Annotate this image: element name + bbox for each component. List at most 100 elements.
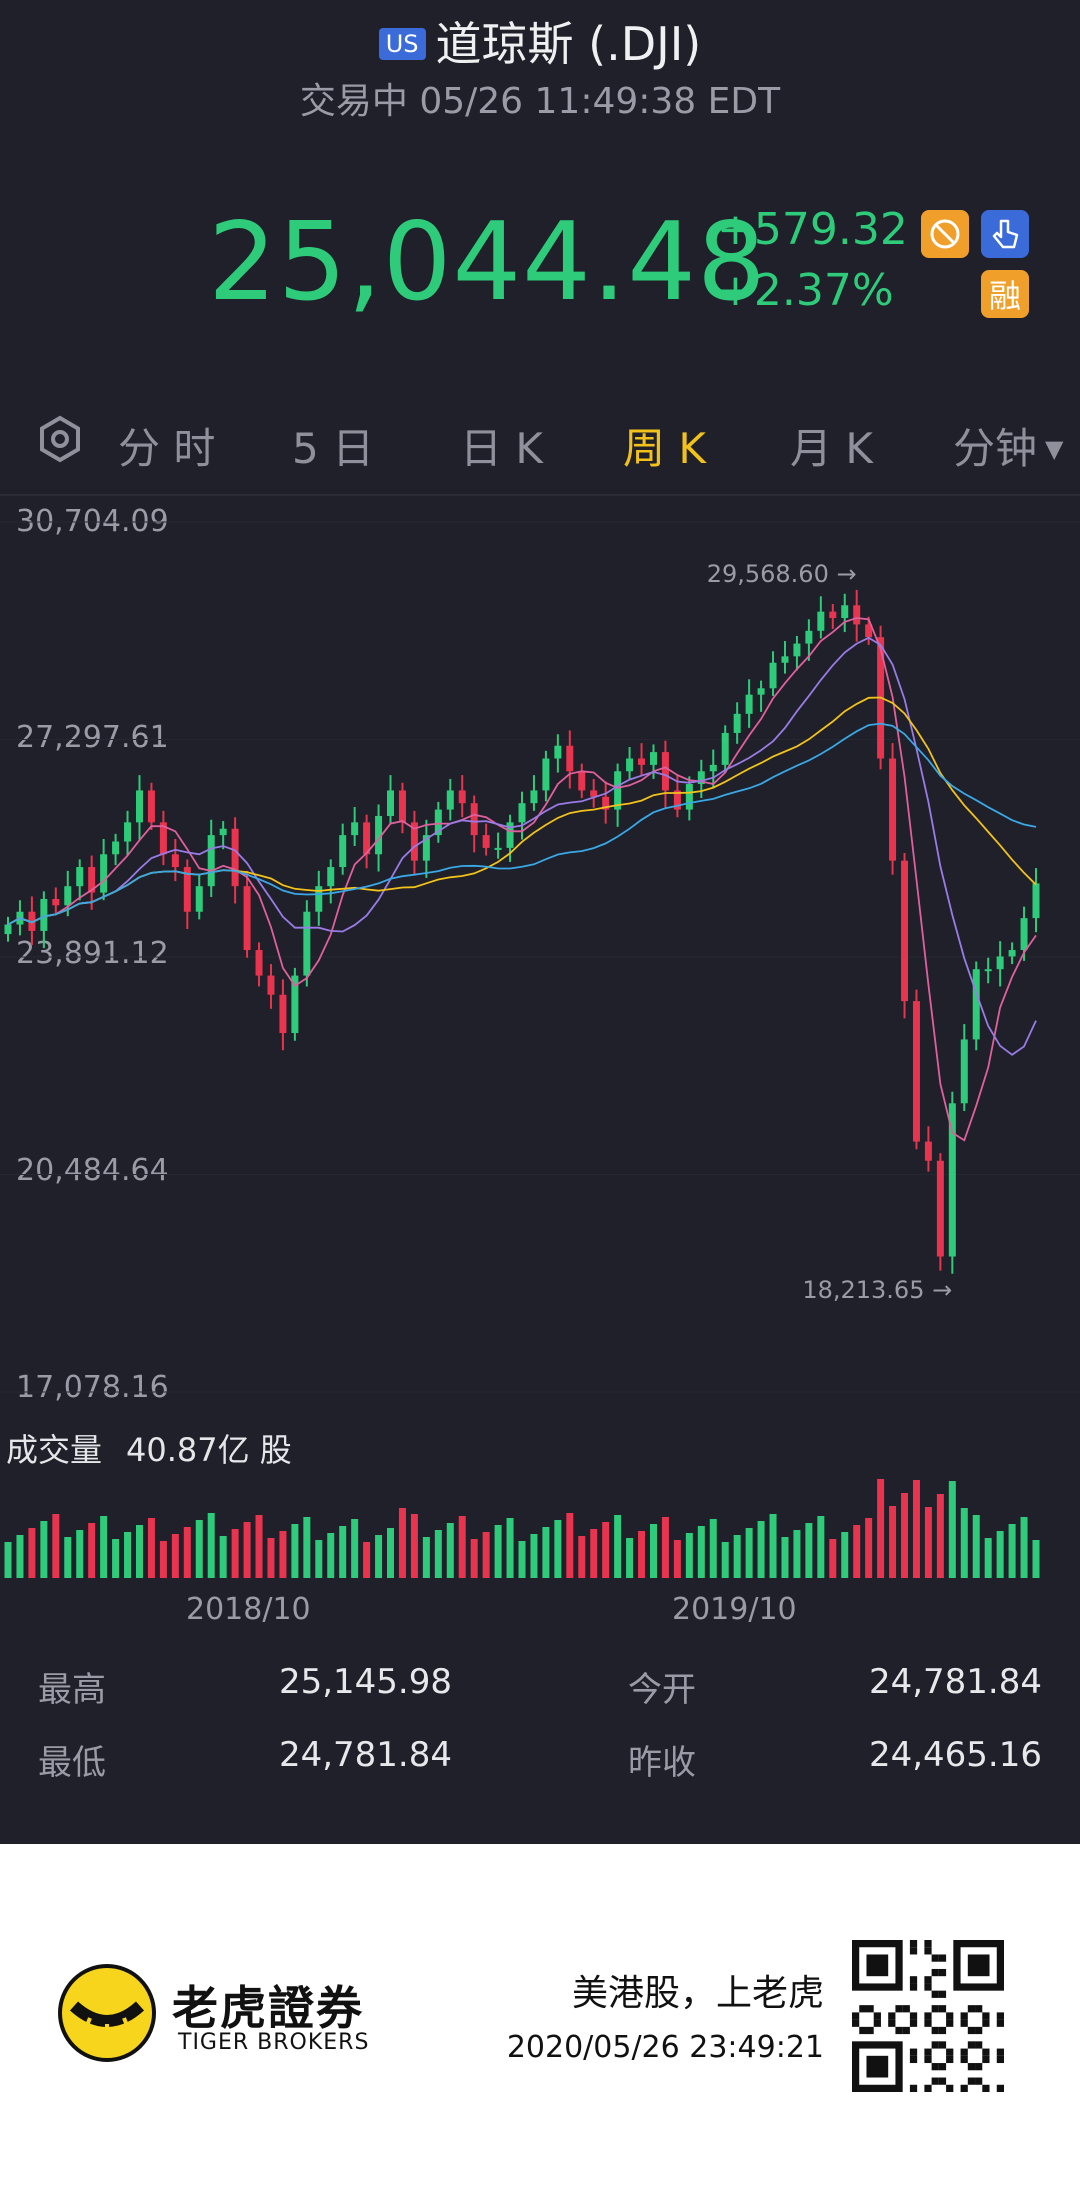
candle-body xyxy=(446,790,454,810)
tab-monthly-k[interactable]: 月 K xyxy=(790,424,873,473)
volume-bar xyxy=(853,1525,861,1578)
high-label: 最高 xyxy=(38,1670,106,1710)
candle-body xyxy=(936,1160,944,1257)
candle-body xyxy=(984,969,992,972)
tab-daily-k[interactable]: 日 K xyxy=(460,424,543,473)
volume-bar xyxy=(183,1527,191,1578)
volume-bar xyxy=(446,1523,454,1578)
tab-minute[interactable]: 分钟 ▼ xyxy=(953,415,1063,476)
prev-close-label: 昨收 xyxy=(628,1743,696,1783)
volume-bar xyxy=(88,1523,96,1578)
candle-body xyxy=(398,790,406,823)
last-price: 25,044.48 xyxy=(208,200,767,325)
volume-bar xyxy=(984,1538,992,1578)
share-footer: 老虎證券 TIGER BROKERS 美港股，上老虎 2020/05/26 23… xyxy=(0,1844,1080,2188)
candle-body xyxy=(626,758,634,772)
volume-bar xyxy=(422,1537,430,1578)
candle-body xyxy=(4,924,12,935)
tiger-logo-icon xyxy=(58,1964,156,2062)
x-tick: 2019/10 xyxy=(672,1592,797,1627)
prev-close-value: 24,465.16 xyxy=(868,1735,1042,1775)
candle-body xyxy=(960,1039,968,1104)
candle-body xyxy=(351,822,359,836)
stock-title: US 道琼斯 (.DJI) xyxy=(0,8,1080,74)
candle-body xyxy=(769,662,777,689)
volume-bar xyxy=(434,1530,442,1578)
volume-bar xyxy=(530,1534,538,1578)
volume-bar xyxy=(16,1535,24,1578)
candle-body xyxy=(255,950,263,976)
candle-body xyxy=(135,790,143,823)
volume-bar xyxy=(996,1531,1004,1578)
volume-bar xyxy=(410,1514,418,1578)
volume-title: 成交量 xyxy=(6,1431,103,1469)
candle-body xyxy=(243,886,251,951)
candle-body xyxy=(865,624,873,638)
volume-bar xyxy=(709,1519,717,1578)
volume-bar xyxy=(901,1493,909,1578)
no-short-icon[interactable] xyxy=(921,210,969,258)
candle-body xyxy=(147,790,155,823)
volume-bar xyxy=(757,1521,765,1578)
candle-body xyxy=(649,752,657,765)
candle-body xyxy=(291,975,299,1034)
candle-body xyxy=(733,713,741,733)
tab-intraday[interactable]: 分 时 xyxy=(118,424,216,473)
volume-bar xyxy=(327,1533,335,1578)
candle-body xyxy=(901,860,909,1002)
volume-bar xyxy=(255,1515,263,1578)
candle-body xyxy=(602,796,610,810)
chevron-down-icon: ▼ xyxy=(1045,435,1064,463)
candle-body xyxy=(578,771,586,791)
high-value: 25,145.98 xyxy=(278,1662,452,1702)
volume-bar xyxy=(482,1532,490,1578)
volume-bar xyxy=(112,1539,120,1578)
tab-5day[interactable]: 5 日 xyxy=(292,424,375,473)
y-tick: 17,078.16 xyxy=(16,1370,169,1405)
volume-bar xyxy=(1032,1540,1040,1578)
candle-body xyxy=(614,771,622,810)
settings-hexagon-icon[interactable] xyxy=(36,415,84,463)
volume-bar xyxy=(291,1524,299,1578)
candle-body xyxy=(661,752,669,791)
low-marker: 18,213.65 → xyxy=(802,1276,952,1304)
tab-weekly-k[interactable]: 周 K xyxy=(623,424,706,473)
candle-body xyxy=(195,886,203,912)
volume-bar xyxy=(76,1530,84,1578)
price-change-pct: +2.37% xyxy=(717,265,894,316)
candle-body xyxy=(554,745,562,759)
volume-bar xyxy=(506,1518,514,1578)
volume-bar xyxy=(889,1506,897,1578)
candle-body xyxy=(171,854,179,868)
candle-body xyxy=(207,835,215,887)
hand-tap-icon[interactable] xyxy=(981,210,1029,258)
candlestick-chart[interactable]: 29,568.60 → 18,213.65 → xyxy=(0,496,1080,1616)
candle-body xyxy=(745,694,753,714)
volume-bar xyxy=(554,1520,562,1578)
candle-body xyxy=(685,784,693,810)
candle-body xyxy=(482,835,490,848)
margin-badge[interactable]: 融 xyxy=(981,270,1029,318)
open-value: 24,781.84 xyxy=(868,1662,1042,1702)
volume-bar xyxy=(590,1529,598,1578)
volume-bar xyxy=(817,1516,825,1578)
volume-bar xyxy=(303,1517,311,1578)
candle-body xyxy=(64,886,72,906)
volume-bar xyxy=(829,1539,837,1578)
volume-bar xyxy=(769,1514,777,1578)
volume-bar xyxy=(638,1531,646,1578)
y-tick: 23,891.12 xyxy=(16,936,169,971)
y-tick: 27,297.61 xyxy=(16,720,169,755)
qr-code-icon xyxy=(852,1940,1004,2092)
volume-bar xyxy=(494,1525,502,1578)
volume-bar xyxy=(673,1540,681,1578)
candle-body xyxy=(841,605,849,619)
volume-bar xyxy=(207,1513,215,1578)
us-market-badge: US xyxy=(378,28,426,60)
quote-header: US 道琼斯 (.DJI) 交易中 05/26 11:49:38 EDT 25,0… xyxy=(0,0,1080,385)
stock-name: 道琼斯 (.DJI) xyxy=(435,17,702,71)
low-label: 最低 xyxy=(38,1743,106,1783)
volume-bar xyxy=(363,1542,371,1578)
volume-bar xyxy=(781,1537,789,1578)
candle-body xyxy=(52,898,60,906)
